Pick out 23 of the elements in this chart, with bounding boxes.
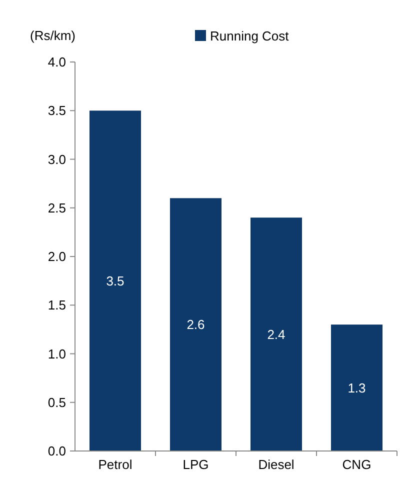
data-label: 2.6 [186, 317, 205, 332]
bar [330, 324, 383, 451]
x-tick-label: Diesel [258, 457, 294, 472]
x-tick-label: Petrol [98, 457, 132, 472]
data-label: 1.3 [348, 380, 366, 396]
y-tick-label: 2.5 [48, 200, 66, 216]
bar [170, 198, 222, 451]
y-tick-label: 3.5 [48, 103, 66, 118]
data-label: 2.4 [267, 326, 286, 342]
y-tick-label: 0.0 [48, 444, 66, 459]
y-tick-label: 1.5 [48, 298, 66, 313]
y-tick-label: 3.0 [48, 152, 66, 167]
legend-label: Running Cost [210, 28, 290, 44]
y-tick-label: 4.0 [48, 54, 66, 70]
data-label: 3.5 [106, 273, 124, 288]
x-tick-label: CNG [342, 457, 372, 472]
y-tick-label: 2.0 [48, 249, 66, 264]
bar [250, 218, 302, 451]
y-tick-label: 0.5 [48, 394, 66, 410]
y-tick-label: 1.0 [48, 346, 66, 362]
y-axis-title: (Rs/km) [30, 28, 76, 43]
bar [89, 110, 142, 451]
x-tick-label: LPG [182, 457, 209, 472]
